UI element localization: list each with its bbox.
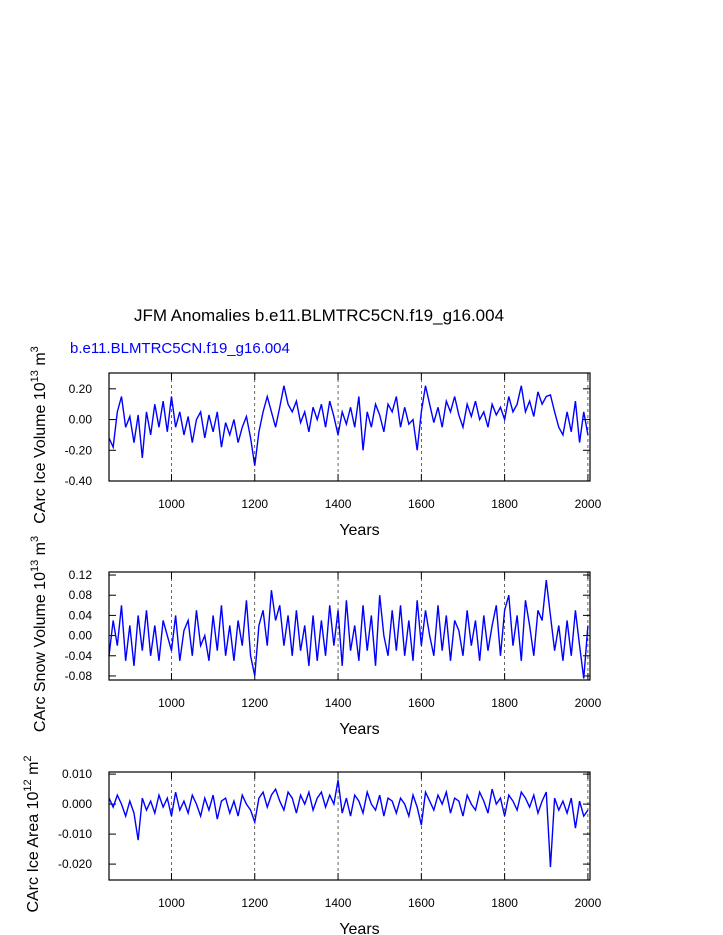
chart-title: JFM Anomalies b.e11.BLMTRC5CN.f19_g16.00… [134,306,504,325]
y-tick-label: 0.00 [69,413,93,427]
x-tick-label: 1800 [491,497,518,511]
y-tick-label: -0.020 [58,857,92,871]
x-axis-label: Years [339,921,379,935]
y-axis-label-unit: m [32,542,49,560]
data-line [108,385,589,466]
plot-frame [108,372,591,482]
x-tick-label: 1200 [241,497,268,511]
y-axis-label-text: CArc Ice Volume 10 [32,382,49,524]
x-tick-label: 1800 [491,896,518,910]
y-tick-label: -0.04 [65,649,93,663]
y-tick-label: 0.20 [69,382,93,396]
plot-frame [108,771,591,881]
y-axis-label-unit: m [25,762,42,780]
y-tick-label: -0.010 [58,827,92,841]
x-axis-label: Years [339,721,379,738]
chart-subtitle: b.e11.BLMTRC5CN.f19_g16.004 [70,340,290,357]
y-tick-label: 0.010 [62,767,92,781]
y-tick-label: 0.08 [69,588,93,602]
x-tick-label: 1200 [241,896,268,910]
y-axis-label: CArc Ice Volume 1013 m3 [29,346,49,524]
x-tick-label: 1000 [158,896,185,910]
x-tick-label: 1400 [325,497,352,511]
x-tick-label: 1600 [408,696,435,710]
x-tick-label: 2000 [575,896,602,910]
x-tick-label: 1400 [325,696,352,710]
y-axis-label-unit-exponent: 2 [22,755,34,761]
y-axis-label-exponent: 13 [29,370,41,382]
y-axis-label-exponent: 12 [22,779,34,791]
y-axis-label-text: CArc Ice Area 10 [25,792,42,913]
y-tick-label: 0.12 [69,568,93,582]
x-tick-label: 1800 [491,696,518,710]
y-axis-label-unit-exponent: 3 [29,346,41,352]
y-tick-label: -0.08 [65,669,93,683]
y-axis-label-text: CArc Snow Volume 10 [32,572,49,732]
y-tick-label: -0.20 [65,443,93,457]
x-tick-label: 2000 [575,497,602,511]
x-tick-label: 1200 [241,696,268,710]
x-axis-label: Years [339,522,379,539]
data-line [108,579,589,679]
plot-frame [108,571,591,681]
y-tick-label: 0.000 [62,797,92,811]
data-line [108,779,589,868]
x-tick-label: 1000 [158,696,185,710]
y-tick-label: 0.04 [69,608,93,622]
x-tick-label: 1000 [158,497,185,511]
y-axis-label: CArc Ice Area 1012 m2 [22,755,42,912]
y-axis-label-exponent: 13 [29,560,41,572]
y-axis-label-unit-exponent: 3 [29,536,41,542]
y-tick-label: 0.00 [69,629,93,643]
y-axis-label-unit: m [32,352,49,370]
y-axis-label: CArc Snow Volume 1013 m3 [29,536,49,732]
x-tick-label: 2000 [575,696,602,710]
x-tick-label: 1600 [408,896,435,910]
x-tick-label: 1400 [325,896,352,910]
x-tick-label: 1600 [408,497,435,511]
y-tick-label: -0.40 [65,474,93,488]
